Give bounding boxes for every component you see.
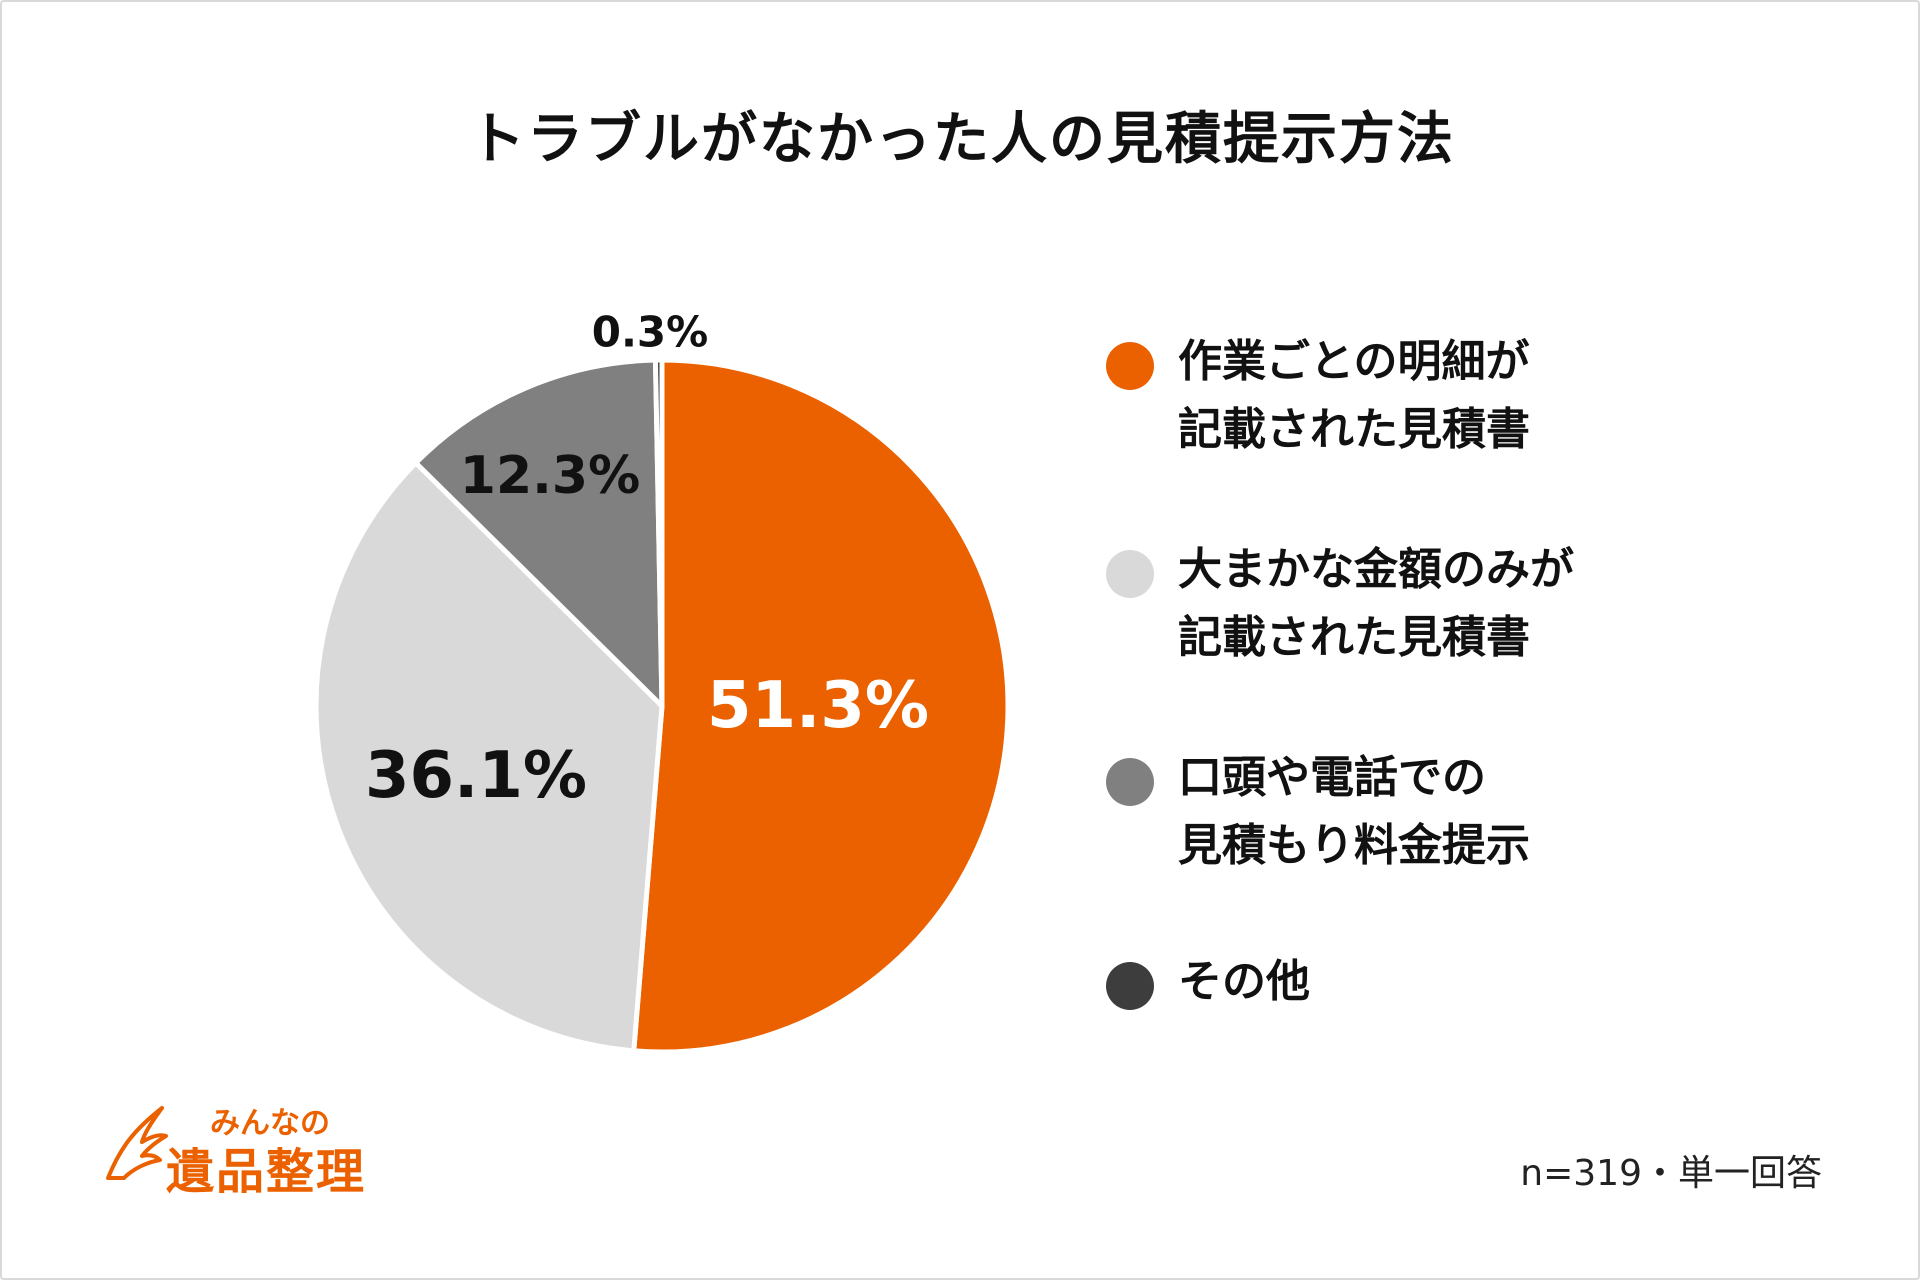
legend-label-4: その他 (1178, 956, 1310, 1007)
logo-kana: みんなの (210, 1106, 330, 1141)
pie-slice-1 (631, 357, 1011, 1055)
pie-data-label-3: 12.3% (460, 446, 640, 506)
sample-note: n=319・単一回答 (1520, 1153, 1822, 1194)
wing-icon (106, 1106, 168, 1180)
pie-slice-2 (313, 460, 665, 1054)
pie-data-label-1: 51.3% (707, 669, 929, 743)
legend-swatch-4 (1106, 962, 1154, 1010)
legend-swatch-3 (1106, 758, 1154, 806)
pie-slice-4 (652, 357, 665, 709)
logo-main: 遺品整理 (166, 1144, 367, 1200)
legend-item-2: 大まかな金額のみが 記載された見積書 (1106, 536, 1574, 672)
legend-item-4: その他 (1106, 948, 1310, 1016)
legend-swatch-2 (1106, 550, 1154, 598)
legend-label-1: 作業ごとの明細が 記載された見積書 (1178, 336, 1530, 455)
legend-swatch-1 (1106, 342, 1154, 390)
legend-item-3: 口頭や電話での 見積もり料金提示 (1106, 744, 1530, 880)
legend-item-1: 作業ごとの明細が 記載された見積書 (1106, 328, 1530, 464)
pie-data-label-4: 0.3% (592, 308, 708, 357)
chart-title: トラブルがなかった人の見積提示方法 (469, 107, 1455, 172)
pie-slice-3 (413, 357, 665, 709)
pie-data-label-2: 36.1% (365, 739, 587, 813)
legend-label-3: 口頭や電話での 見積もり料金提示 (1178, 752, 1530, 871)
legend-label-2: 大まかな金額のみが 記載された見積書 (1178, 544, 1574, 663)
brand-logo: みんなの 遺品整理 (100, 1090, 400, 1200)
